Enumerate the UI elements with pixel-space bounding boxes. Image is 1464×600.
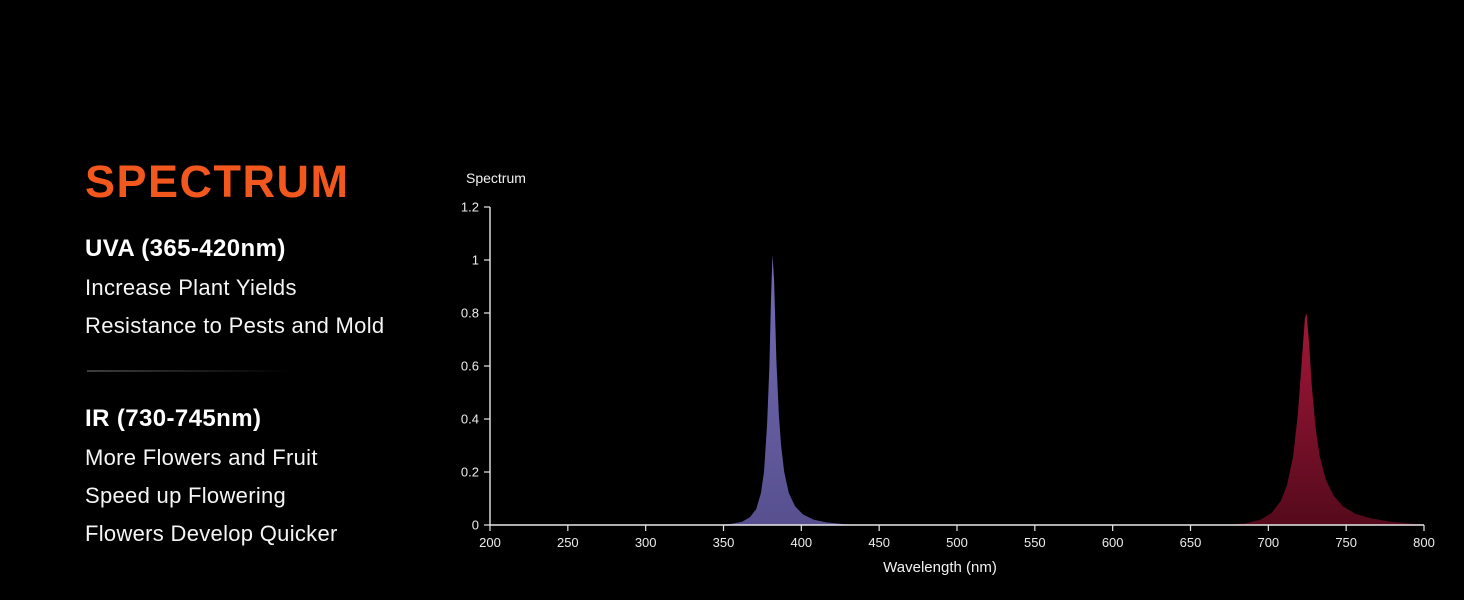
x-tick-label: 500 bbox=[946, 535, 968, 550]
spectrum-chart: 200 250 300 350 400 450 500 550 600 650 700 750 800 0… bbox=[440, 160, 1450, 592]
ir-peak-area bbox=[1224, 313, 1424, 525]
x-tick-label: 750 bbox=[1335, 535, 1357, 550]
uva-benefit-line: Resistance to Pests and Mold bbox=[85, 313, 385, 338]
uva-benefit-line: Increase Plant Yields bbox=[85, 275, 297, 300]
y-tick-label: 1.2 bbox=[461, 200, 479, 215]
x-tick-label: 450 bbox=[868, 535, 890, 550]
y-tick-label: 0.4 bbox=[461, 412, 479, 427]
y-tick-label: 0.6 bbox=[461, 359, 479, 374]
uva-peak-area bbox=[715, 254, 864, 525]
x-tick-label: 350 bbox=[713, 535, 735, 550]
y-tick-label: 0.2 bbox=[461, 465, 479, 480]
y-tick-label: 0.8 bbox=[461, 306, 479, 321]
x-tick-label: 700 bbox=[1257, 535, 1279, 550]
y-tick-label: 0 bbox=[472, 518, 479, 533]
x-tick-label: 600 bbox=[1102, 535, 1124, 550]
uva-section: UVA (365-420nm) Increase Plant Yields Re… bbox=[85, 234, 475, 340]
info-panel: SPECTRUM UVA (365-420nm) Increase Plant … bbox=[85, 156, 475, 558]
section-divider bbox=[87, 370, 292, 372]
x-tick-label: 200 bbox=[479, 535, 501, 550]
x-tick-label: 650 bbox=[1180, 535, 1202, 550]
page-title: SPECTRUM bbox=[85, 156, 350, 207]
chart-title: Spectrum bbox=[466, 170, 526, 186]
ir-benefit-line: More Flowers and Fruit bbox=[85, 445, 318, 470]
ir-benefit-line: Flowers Develop Quicker bbox=[85, 521, 338, 546]
x-tick-label: 800 bbox=[1413, 535, 1435, 550]
ir-heading: IR (730-745nm) bbox=[85, 405, 262, 432]
spectrum-chart-svg: 200 250 300 350 400 450 500 550 600 650 700 750 800 0… bbox=[461, 170, 1435, 576]
ir-section: IR (730-745nm) More Flowers and Fruit Sp… bbox=[85, 404, 475, 548]
x-tick-label: 300 bbox=[635, 535, 657, 550]
y-tick-label: 1 bbox=[472, 253, 479, 268]
x-tick-label: 250 bbox=[557, 535, 579, 550]
x-axis-label: Wavelength (nm) bbox=[883, 559, 997, 576]
ir-benefit-line: Speed up Flowering bbox=[85, 483, 287, 508]
x-tick-label: 550 bbox=[1024, 535, 1046, 550]
uva-heading: UVA (365-420nm) bbox=[85, 235, 286, 262]
x-tick-label: 400 bbox=[790, 535, 812, 550]
